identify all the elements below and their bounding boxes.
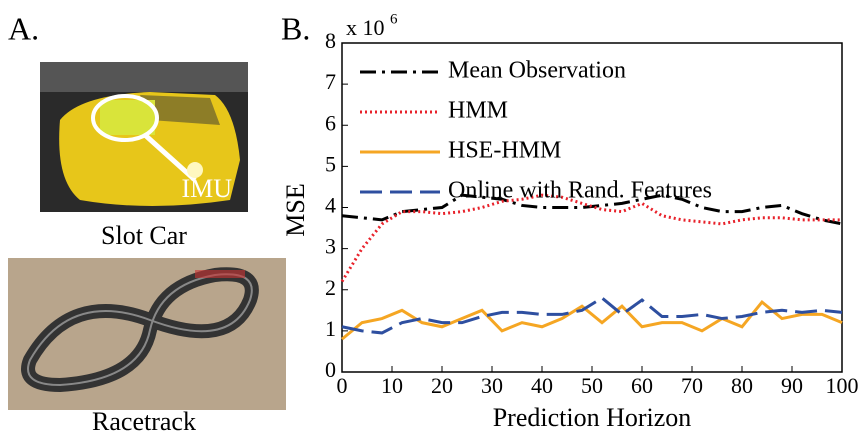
x-tick-label: 0 [337,373,348,398]
x-tick-label: 100 [826,373,859,398]
legend-label: HSE-HMM [448,138,561,164]
x-tick-label: 40 [531,373,553,398]
x-tick-label: 70 [681,373,703,398]
series-line [341,299,843,341]
legend-label: Online with Rand. Features [448,178,712,204]
caption: Slot Car [101,221,187,250]
y-axis-label: MSE [281,183,310,236]
series-line [341,296,843,335]
y-tick-label: 7 [325,69,336,94]
y-scale-exponent: 6 [390,11,398,27]
y-tick-label: 1 [325,316,336,341]
caption: Racetrack [92,407,196,435]
y-tick-label: 2 [325,275,336,300]
legend-label: HMM [448,98,508,124]
y-tick-label: 0 [325,357,336,382]
y-tick-label: 5 [325,151,336,176]
series-line [340,193,842,283]
x-axis-label: Prediction Horizon [493,403,692,432]
y-scale-base: x 10 [346,15,385,40]
y-tick-label: 4 [325,193,336,218]
x-tick-label: 80 [731,373,753,398]
series-line [341,193,843,226]
panel-label: B. [281,10,310,46]
y-tick-label: 8 [325,28,336,53]
slot-car-photo: IMU [40,62,248,212]
y-tick-label: 6 [325,110,336,135]
panel-label: A. [8,10,39,46]
x-tick-label: 20 [431,373,453,398]
x-tick-label: 90 [781,373,803,398]
legend-label: Mean Observation [448,58,626,84]
x-tick-label: 30 [481,373,503,398]
racetrack-photo [8,258,286,410]
x-tick-label: 50 [581,373,603,398]
x-tick-label: 10 [381,373,403,398]
y-tick-label: 3 [325,234,336,259]
photo-annotation: IMU [181,174,232,203]
x-tick-label: 60 [631,373,653,398]
